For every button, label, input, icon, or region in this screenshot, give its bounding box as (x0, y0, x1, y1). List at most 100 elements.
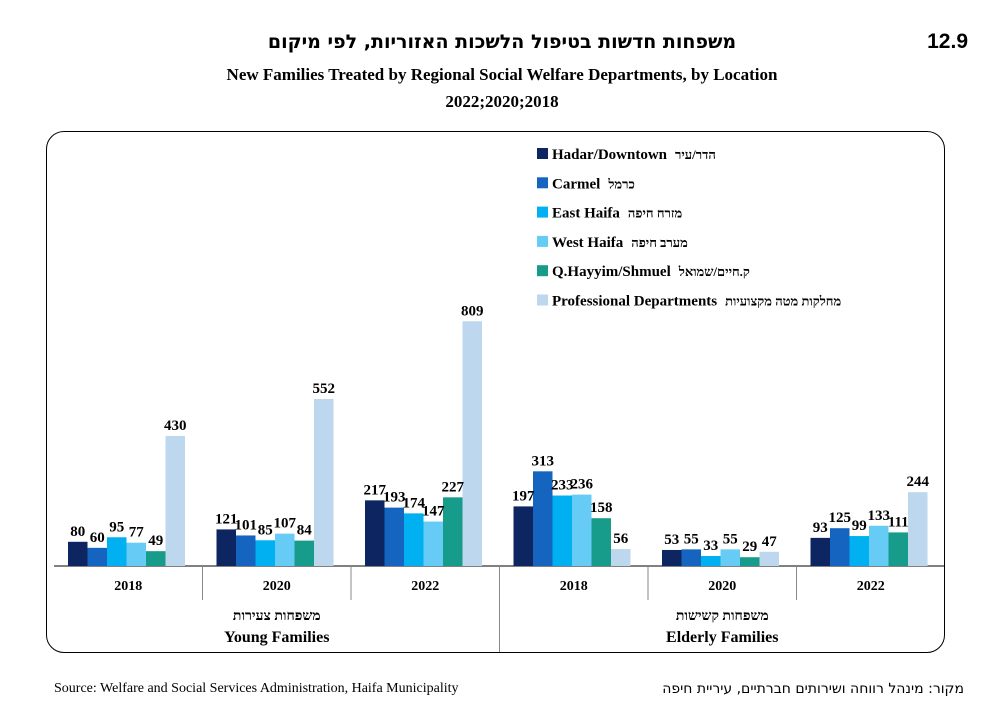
data-label: 95 (109, 519, 124, 535)
bar (216, 529, 236, 566)
bar (513, 506, 533, 566)
legend-label-hebrew: מערב חיפה (631, 235, 688, 250)
bar (681, 549, 701, 566)
data-label: 430 (164, 418, 187, 434)
data-label: 111 (888, 514, 909, 530)
bar (830, 528, 850, 566)
data-label: 147 (422, 504, 445, 520)
value-labels: 80 121 217 197 53 93 60 101 193 313 55 125 95 85 174 23… (70, 303, 929, 555)
bar (275, 533, 295, 566)
legend-label-english: Hadar/Downtown (552, 147, 668, 163)
bar (236, 535, 256, 566)
legend-swatch (537, 265, 548, 277)
bar (740, 557, 760, 566)
bar (572, 494, 592, 566)
legend-label-english: Q.Hayyim/Shmuel (552, 264, 671, 280)
data-label: 29 (742, 539, 757, 555)
legend-label-hebrew: מזרח חיפה (628, 206, 683, 221)
legend-swatch (537, 148, 548, 159)
bar (314, 399, 334, 566)
x-tick-label: 2020 (263, 579, 291, 594)
bar (384, 507, 404, 566)
source-english: Source: Welfare and Social Services Admi… (54, 681, 459, 696)
bar (552, 495, 572, 566)
data-label: 313 (532, 453, 555, 469)
legend-label-english: Professional Departments (552, 294, 717, 310)
group-label-hebrew: משפחות צעירות (233, 609, 321, 624)
bar (662, 549, 682, 566)
x-tick-label: 2018 (560, 579, 588, 594)
group-label-english: Young Families (224, 629, 329, 646)
bar (294, 540, 314, 566)
bar (908, 492, 928, 566)
x-tick-label: 2022 (411, 579, 439, 594)
bar (701, 556, 721, 566)
data-label: 233 (551, 478, 574, 494)
bar (146, 551, 166, 566)
bar (165, 435, 185, 566)
data-label: 56 (613, 531, 629, 547)
legend-label-english: East Haifa (552, 206, 620, 222)
bars (68, 321, 928, 566)
bar (720, 549, 740, 566)
data-label: 99 (852, 518, 867, 534)
bar (365, 500, 385, 566)
legend-swatch (537, 206, 548, 218)
x-tick-label: 2022 (857, 579, 885, 594)
legend-label-hebrew: מחלקות מטה מקצועיות (725, 294, 841, 309)
bar (533, 471, 553, 566)
bar (849, 536, 869, 566)
data-label: 49 (148, 533, 163, 549)
data-label: 84 (297, 523, 313, 539)
bar (87, 547, 107, 566)
legend-swatch (537, 235, 548, 247)
data-label: 158 (590, 500, 613, 516)
bar (404, 513, 424, 566)
data-label: 33 (703, 538, 718, 554)
legend-label-hebrew: ק.חיים/שמואל (678, 264, 750, 279)
figure-number: 12.9 (927, 30, 968, 53)
data-label: 60 (90, 530, 105, 546)
data-label: 55 (723, 531, 738, 547)
legend: Hadar/Downtown הדר/עיר Carmel כרמל East Haif… (537, 147, 841, 310)
legend-label-english: West Haifa (552, 235, 624, 251)
bar (443, 497, 463, 566)
bar (126, 542, 146, 566)
data-label: 93 (813, 520, 828, 536)
data-label: 125 (829, 510, 852, 526)
data-label: 121 (215, 511, 238, 527)
bar (423, 521, 443, 566)
data-label: 552 (313, 381, 336, 397)
data-label: 244 (907, 474, 930, 490)
bar (810, 537, 830, 566)
bar (759, 551, 779, 566)
source-hebrew: מקור: מינהל רווחה ושירותים חברתיים, עירי… (662, 681, 964, 697)
years-subtitle: 2022;2020;2018 (445, 92, 559, 111)
x-tick-label: 2020 (708, 579, 736, 594)
data-label: 236 (571, 477, 594, 493)
data-label: 101 (235, 517, 258, 533)
bar (462, 321, 482, 566)
bar (68, 541, 88, 566)
x-axis: 2018 2020 2022 2018 2020 2022 משפחות צעירות You… (54, 565, 945, 652)
legend-swatch (537, 294, 548, 306)
bar (888, 532, 908, 566)
data-label: 174 (403, 495, 426, 511)
title-hebrew: משפחות חדשות בטיפול הלשכות האזוריות, לפי… (267, 31, 737, 53)
bar (107, 537, 127, 566)
data-label: 53 (664, 532, 679, 548)
bar (611, 549, 631, 566)
chart-frame (46, 131, 945, 653)
data-label: 197 (512, 488, 535, 504)
bar (255, 540, 275, 566)
legend-label-english: Carmel (552, 176, 600, 192)
data-label: 217 (364, 482, 387, 498)
data-label: 227 (442, 479, 465, 495)
group-label-english: Elderly Families (666, 629, 778, 646)
legend-swatch (537, 177, 548, 189)
group-label-hebrew: משפחות קשישות (676, 609, 769, 624)
data-label: 809 (461, 303, 484, 319)
data-label: 85 (258, 522, 273, 538)
bar (591, 518, 611, 566)
